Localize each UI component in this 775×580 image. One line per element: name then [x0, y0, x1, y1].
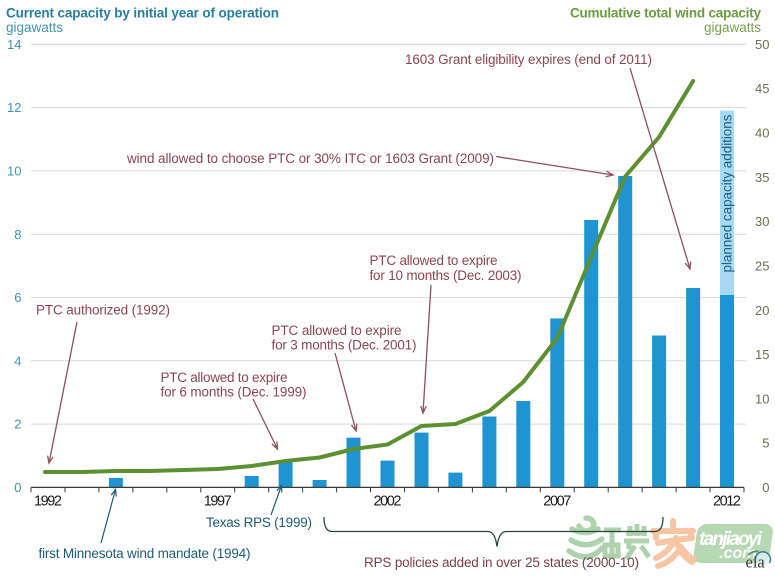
svg-text:14: 14	[7, 37, 21, 52]
svg-text:0: 0	[14, 480, 21, 495]
svg-text:eia: eia	[746, 553, 766, 572]
svg-text:PTC allowed to expire: PTC allowed to expire	[272, 323, 402, 338]
svg-text:2002: 2002	[374, 494, 402, 510]
svg-text:1997: 1997	[204, 494, 232, 510]
svg-text:for 3 months (Dec. 2001): for 3 months (Dec. 2001)	[272, 338, 417, 353]
svg-text:20: 20	[755, 303, 769, 318]
svg-text:2: 2	[14, 417, 21, 432]
svg-text:tanjiaoyi: tanjiaoyi	[699, 529, 763, 550]
svg-text:PTC authorized (1992): PTC authorized (1992)	[36, 303, 170, 318]
svg-text:50: 50	[755, 37, 769, 52]
svg-text:Cumulative total wind capacity: Cumulative total wind capacity	[570, 6, 761, 21]
svg-text:25: 25	[755, 259, 769, 274]
svg-text:6: 6	[14, 290, 21, 305]
svg-text:35: 35	[755, 170, 769, 185]
svg-text:1603 Grant eligibility expires: 1603 Grant eligibility expires (end of 2…	[405, 52, 652, 67]
svg-text:first Minnesota wind mandate (: first Minnesota wind mandate (1994)	[39, 546, 251, 561]
svg-text:0: 0	[762, 480, 769, 495]
svg-text:PTC allowed to expire: PTC allowed to expire	[370, 253, 498, 268]
svg-text:for 6 months (Dec. 1999): for 6 months (Dec. 1999)	[161, 385, 307, 400]
svg-text:10: 10	[7, 164, 21, 179]
svg-text:10: 10	[755, 391, 769, 406]
svg-text:wind allowed to choose PTC or: wind allowed to choose PTC or 30% ITC or…	[126, 151, 494, 166]
svg-text:45: 45	[755, 81, 769, 96]
svg-text:PTC allowed to expire: PTC allowed to expire	[161, 370, 288, 385]
svg-text:5: 5	[762, 436, 769, 451]
svg-text:30: 30	[755, 214, 769, 229]
svg-text:15: 15	[755, 347, 769, 362]
svg-text:gigawatts: gigawatts	[704, 20, 761, 35]
svg-text:Texas RPS (1999): Texas RPS (1999)	[206, 515, 312, 530]
svg-text:Current capacity by initial ye: Current capacity by initial year of oper…	[6, 6, 279, 21]
svg-text:RPS policies added in over 25: RPS policies added in over 25 states (20…	[364, 555, 639, 570]
svg-text:2007: 2007	[543, 494, 571, 510]
svg-text:1992: 1992	[34, 494, 62, 510]
svg-text:.com: .com	[719, 545, 756, 562]
svg-text:planned capacity additions: planned capacity additions	[720, 114, 735, 272]
svg-text:for 10 months (Dec. 2003): for 10 months (Dec. 2003)	[370, 268, 522, 283]
svg-text:40: 40	[755, 126, 769, 141]
svg-text:2012: 2012	[713, 494, 741, 510]
svg-text:4: 4	[14, 353, 21, 368]
svg-text:8: 8	[14, 227, 21, 242]
svg-text:gigawatts: gigawatts	[6, 20, 63, 35]
svg-text:12: 12	[7, 100, 21, 115]
